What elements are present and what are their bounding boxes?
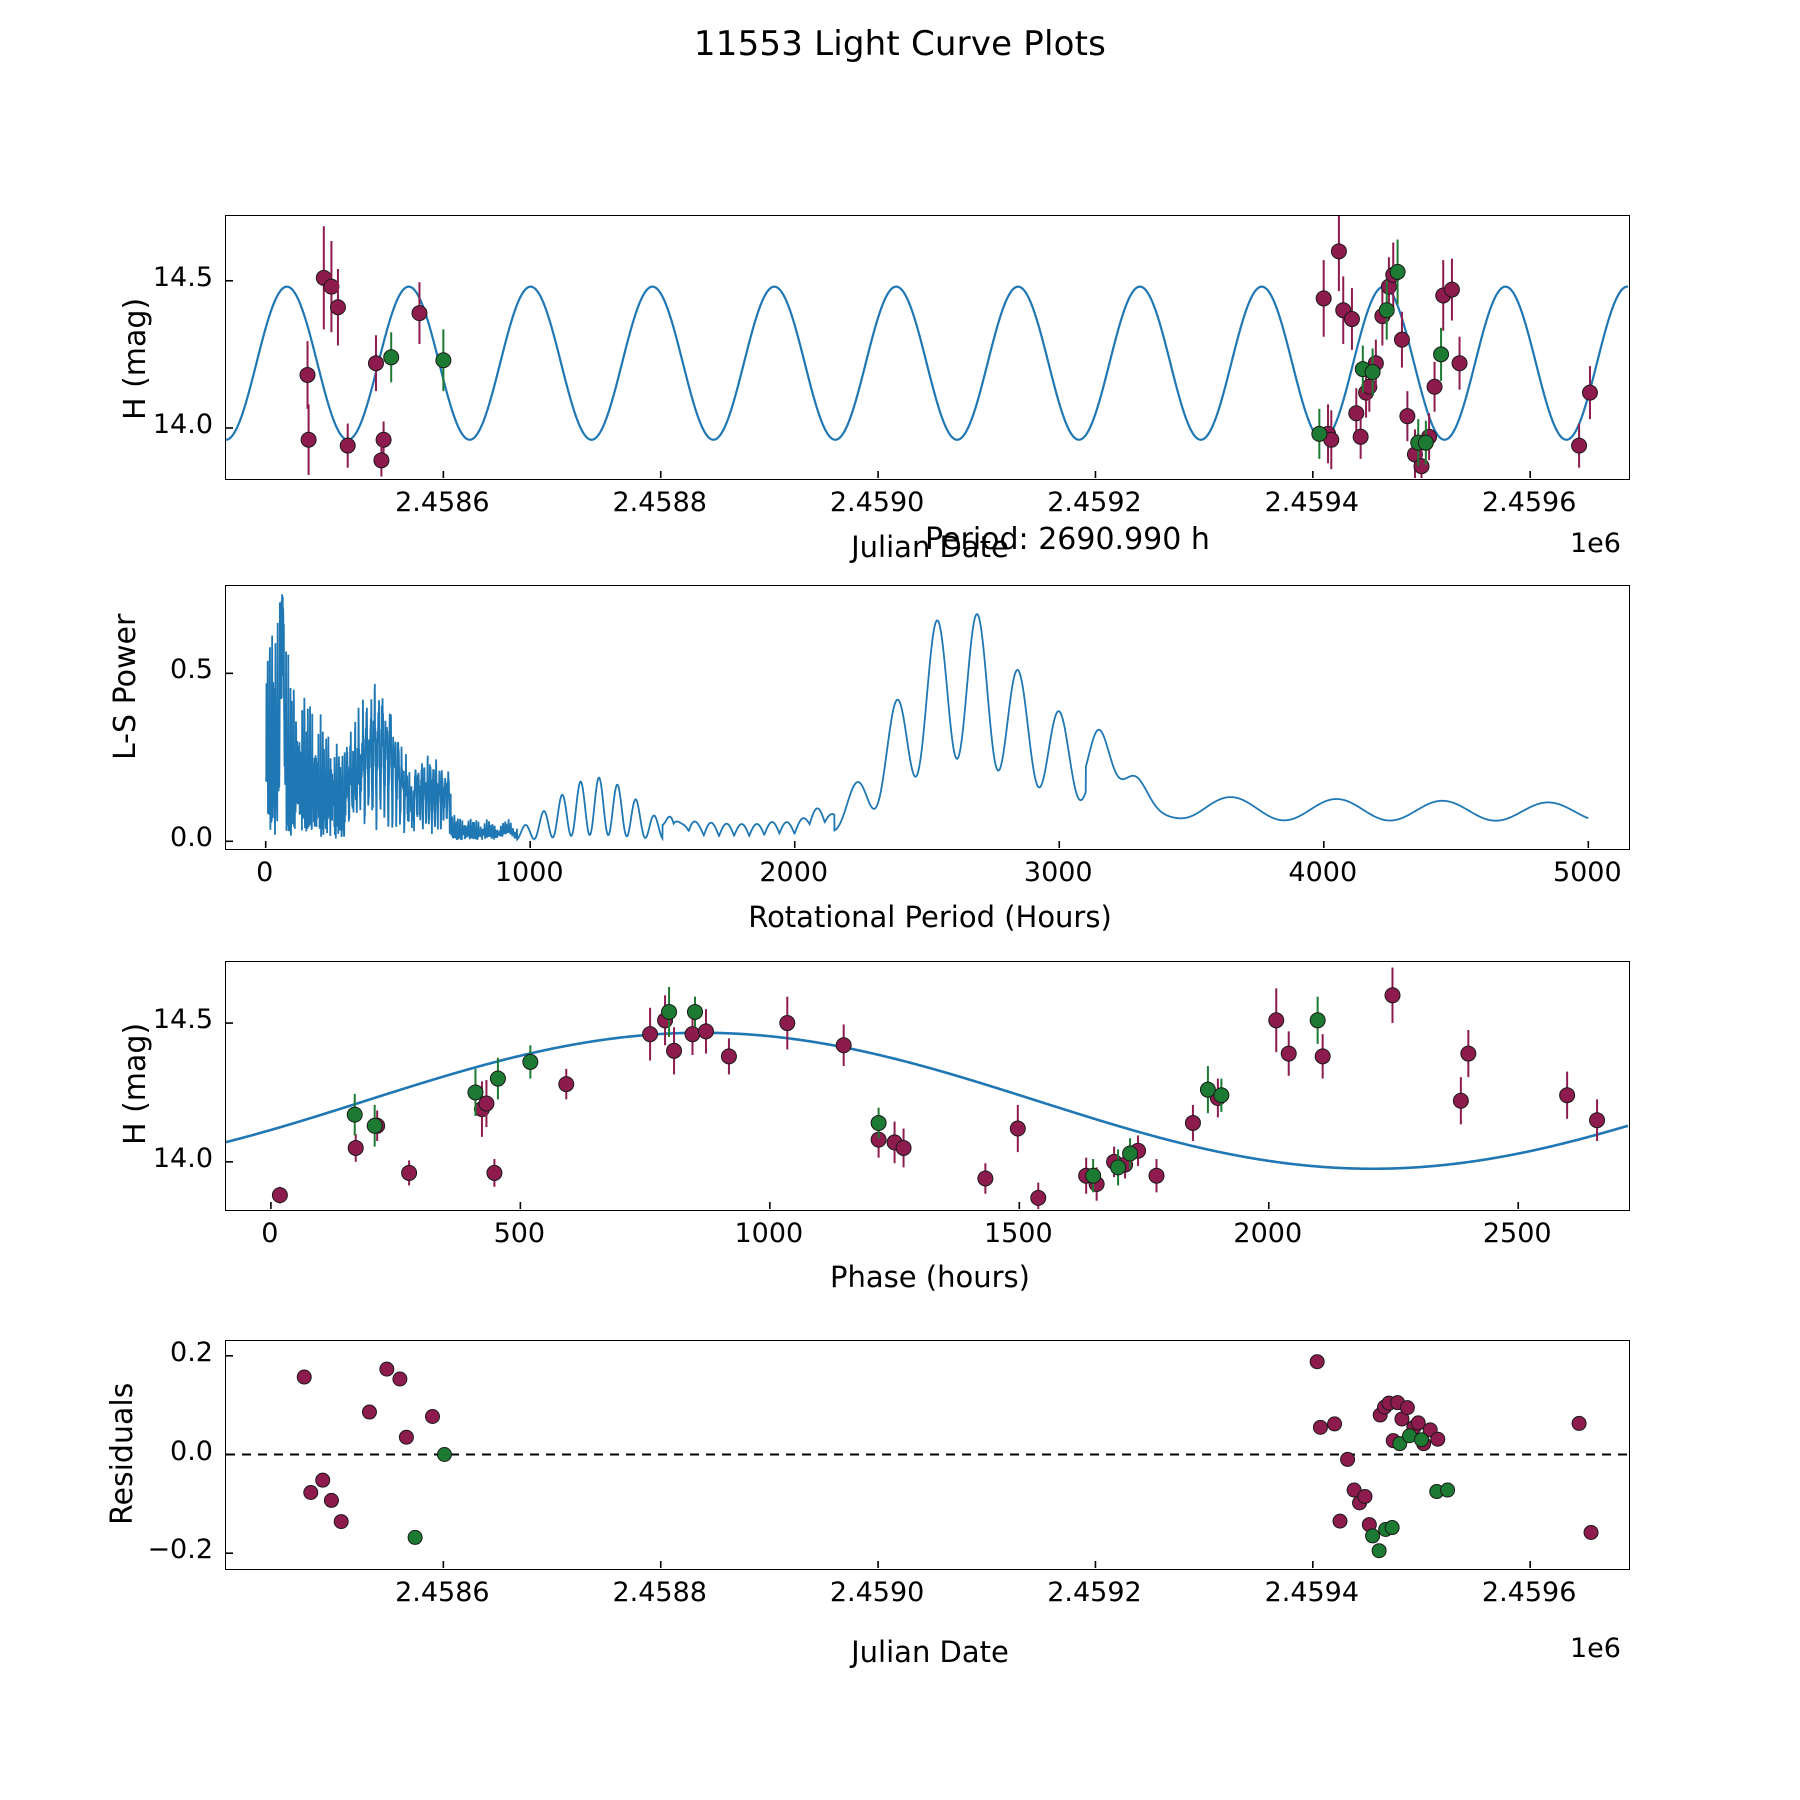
phase-xtick-label: 500 (493, 1218, 546, 1249)
periodogram-xtick-label: 1000 (494, 857, 564, 888)
lightcurve-ylabel: H (mag) (118, 297, 153, 420)
lightcurve-axes (225, 215, 1630, 480)
lightcurve-ytick-label: 14.0 (152, 408, 213, 440)
lightcurve-xtick-label: 2.4594 (1264, 487, 1360, 518)
lightcurve-xtick-label: 2.4596 (1481, 487, 1577, 518)
phase-xtick-label: 0 (261, 1218, 279, 1249)
panel-periodogram: L-S Power Period: 2690.990 h Rotational … (0, 522, 1800, 940)
residuals-xtick-label: 2.4586 (395, 1577, 490, 1608)
periodogram-xtick-label: 5000 (1552, 857, 1622, 888)
residuals-xtick-label: 2.4588 (612, 1577, 707, 1608)
panel-lightcurve: H (mag) Julian Date 1e6 2.4586 2.4588 2.45… (0, 0, 1800, 564)
periodogram-xtick-label: 2000 (759, 857, 829, 888)
phase-xtick-label: 1000 (734, 1218, 804, 1249)
phase-xlabel: Phase (hours) (830, 1260, 1030, 1294)
residuals-axes (225, 1340, 1630, 1570)
periodogram-ytick-label: 0.5 (170, 654, 213, 686)
lightcurve-xtick-label: 2.4588 (612, 487, 707, 518)
phase-xtick-label: 2500 (1482, 1218, 1552, 1249)
periodogram-xlabel: Rotational Period (Hours) (748, 900, 1112, 934)
panel-residuals: Residuals Julian Date 1e6 2.4586 2.4588 2.… (0, 1310, 1800, 1730)
phase-xtick-label: 1500 (983, 1218, 1053, 1249)
residuals-x-offset: 1e6 (1570, 1633, 1621, 1664)
periodogram-xtick-label: 4000 (1288, 857, 1358, 888)
panel-phase: H (mag) Phase (hours) 0 500 1000 1500 2000 25… (0, 940, 1800, 1310)
residuals-ytick-label: 0.0 (170, 1435, 213, 1467)
lightcurve-xtick-label: 2.4590 (829, 487, 925, 518)
residuals-xtick-label: 2.4592 (1047, 1577, 1142, 1608)
residuals-ytick-label: 0.2 (170, 1336, 213, 1368)
lightcurve-xtick-label: 2.4586 (395, 487, 490, 518)
periodogram-ylabel: L-S Power (108, 613, 143, 760)
figure-title: 11553 Light Curve Plots (693, 24, 1107, 64)
phase-ytick-label: 14.0 (152, 1142, 213, 1174)
periodogram-ytick-label: 0.0 (170, 822, 213, 854)
residuals-xtick-label: 2.4590 (829, 1577, 925, 1608)
lightcurve-x-offset: 1e6 (1570, 528, 1621, 559)
periodogram-axes (225, 585, 1630, 850)
residuals-xlabel: Julian Date (851, 1635, 1009, 1669)
periodogram-xtick-label: 3000 (1023, 857, 1093, 888)
phase-xtick-label: 2000 (1233, 1218, 1303, 1249)
residuals-xtick-label: 2.4596 (1481, 1577, 1577, 1608)
lightcurve-xlabel: Julian Date (851, 530, 1009, 564)
residuals-ytick-label: −0.2 (147, 1534, 213, 1566)
phase-ylabel: H (mag) (118, 1022, 153, 1145)
lightcurve-ytick-label: 14.5 (152, 261, 213, 293)
phase-axes (225, 961, 1630, 1211)
period-annotation: Period: 2690.990 h (925, 522, 1210, 557)
residuals-xtick-label: 2.4594 (1264, 1577, 1360, 1608)
lightcurve-xtick-label: 2.4592 (1047, 487, 1142, 518)
periodogram-xtick-label: 0 (256, 857, 274, 888)
phase-ytick-label: 14.5 (152, 1004, 213, 1036)
